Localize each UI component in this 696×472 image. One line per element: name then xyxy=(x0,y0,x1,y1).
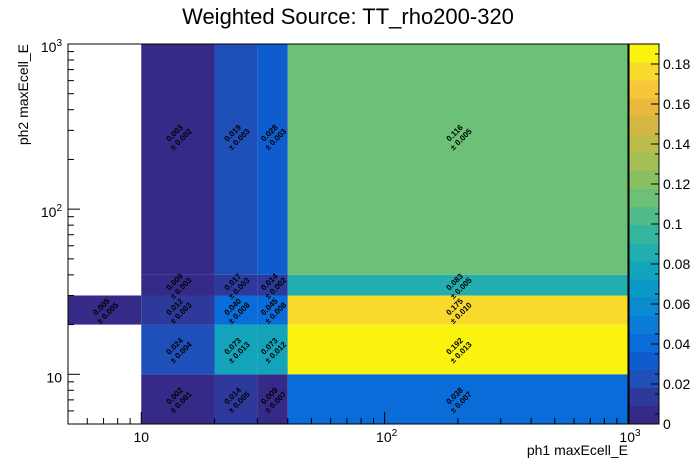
colorbar-swatch xyxy=(629,170,659,190)
colorbar-tick-label: 0.08 xyxy=(663,256,690,272)
heatmap-cell xyxy=(257,324,288,375)
colorbar-tick-label: 0.12 xyxy=(663,176,690,192)
heatmap-cells xyxy=(68,44,628,424)
colorbar-swatch xyxy=(629,333,659,352)
colorbar-swatch xyxy=(629,206,659,226)
heatmap-cell xyxy=(257,295,288,325)
colorbar-swatch xyxy=(629,351,659,371)
colorbar-swatch xyxy=(629,369,659,389)
colorbar-swatch xyxy=(629,261,659,280)
colorbar-swatch xyxy=(629,152,659,171)
y-tick-label: 103 xyxy=(41,38,63,55)
heatmap-cell xyxy=(257,374,288,424)
heatmap-cell xyxy=(287,295,628,325)
heatmap-cell xyxy=(68,295,142,325)
heatmap-cell xyxy=(141,274,215,296)
colorbar-swatch xyxy=(629,243,659,262)
heatmap-cell xyxy=(287,274,628,296)
colorbar-tick-label: 0.1 xyxy=(663,216,683,232)
heatmap-cell xyxy=(141,324,215,375)
heatmap-cell xyxy=(287,44,628,275)
colorbar-tick-label: 0.04 xyxy=(663,336,690,352)
heatmap-cell xyxy=(214,295,258,325)
y-tick-label: 10 xyxy=(46,369,62,385)
colorbar-tick-label: 0.06 xyxy=(663,296,690,312)
heatmap-cell xyxy=(214,44,258,275)
colorbar-swatch xyxy=(629,62,659,81)
colorbar-tick-label: 0.16 xyxy=(663,96,690,112)
colorbar: 0 0.02 0.04 0.06 0.08 0.1 0.12 0.14 0.16 0.18 xyxy=(628,43,690,432)
colorbar-swatch xyxy=(629,405,659,425)
colorbar-swatch xyxy=(629,387,659,407)
heatmap-cell xyxy=(257,44,288,275)
heatmap-cell xyxy=(141,44,215,275)
heatmap-cell xyxy=(214,324,258,375)
heatmap-cell xyxy=(287,324,628,375)
cell-label: 0.009± 0.007 xyxy=(259,385,289,415)
y-axis-label: ph2 maxEcell_E xyxy=(15,44,31,145)
heatmap-cell xyxy=(257,274,288,296)
colorbar-swatch xyxy=(629,224,659,244)
colorbar-swatch xyxy=(629,98,659,117)
colorbar-tick-label: 0.14 xyxy=(663,136,690,152)
colorbar-tick-label: 0 xyxy=(663,416,671,432)
plot-frame xyxy=(67,43,629,425)
colorbar-swatch xyxy=(629,134,659,153)
colorbar-swatch xyxy=(629,80,659,99)
heatmap-cell xyxy=(141,374,215,424)
heatmap-cell xyxy=(214,374,258,424)
x-axis-label: ph1 maxEcell_E xyxy=(527,442,628,458)
heatmap-cell xyxy=(214,274,258,296)
colorbar-swatch xyxy=(629,297,659,316)
x-tick-label: 10 xyxy=(133,429,149,445)
colorbar-swatch xyxy=(629,279,659,298)
heatmap-cell xyxy=(287,374,628,424)
chart-title: Weighted Source: TT_rho200-320 xyxy=(182,4,514,29)
colorbar-tick-label: 0.02 xyxy=(663,376,690,392)
colorbar-tick-label: 0.18 xyxy=(663,56,690,72)
colorbar-swatch xyxy=(629,116,659,135)
colorbar-swatch xyxy=(629,315,659,334)
colorbar-swatch xyxy=(629,188,659,208)
x-tick-label: 102 xyxy=(376,428,398,445)
y-tick-label: 102 xyxy=(41,203,63,220)
colorbar-swatch xyxy=(629,44,659,63)
heatmap-cell xyxy=(141,295,215,325)
